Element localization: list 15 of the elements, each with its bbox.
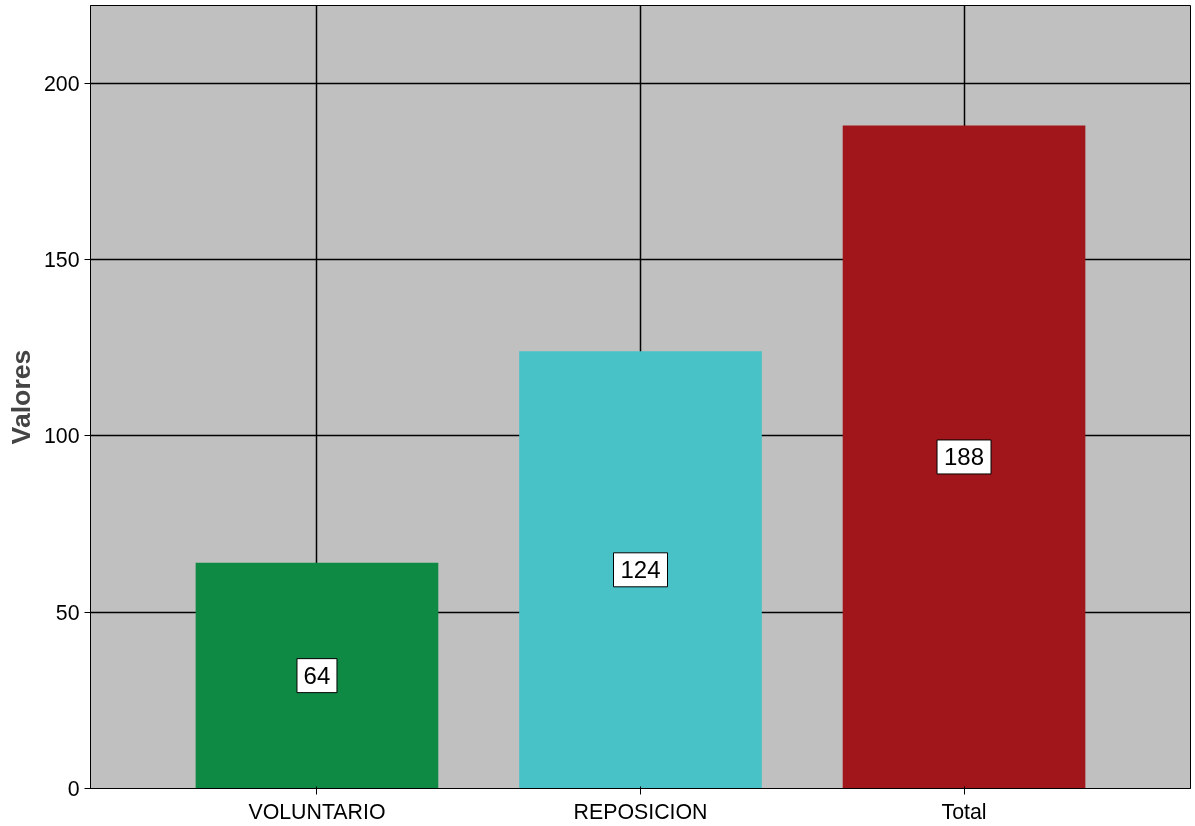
- x-tick-label: REPOSICION: [573, 799, 708, 824]
- bar: [519, 351, 762, 789]
- y-tick-label: 150: [43, 247, 80, 272]
- bar: [195, 562, 439, 789]
- y-axis-title: Valores: [5, 349, 36, 445]
- data-label: 64: [303, 662, 331, 690]
- x-tick-label: VOLUNTARIO: [248, 799, 386, 824]
- y-tick-label: 0: [67, 777, 80, 801]
- data-label: 188: [944, 443, 985, 471]
- data-label: 124: [620, 556, 661, 584]
- y-tick-label: 200: [43, 71, 80, 96]
- y-tick-label: 100: [43, 424, 80, 449]
- y-tick-label: 50: [55, 600, 80, 625]
- x-tick-label: Total: [941, 799, 987, 824]
- bar: [842, 125, 1086, 789]
